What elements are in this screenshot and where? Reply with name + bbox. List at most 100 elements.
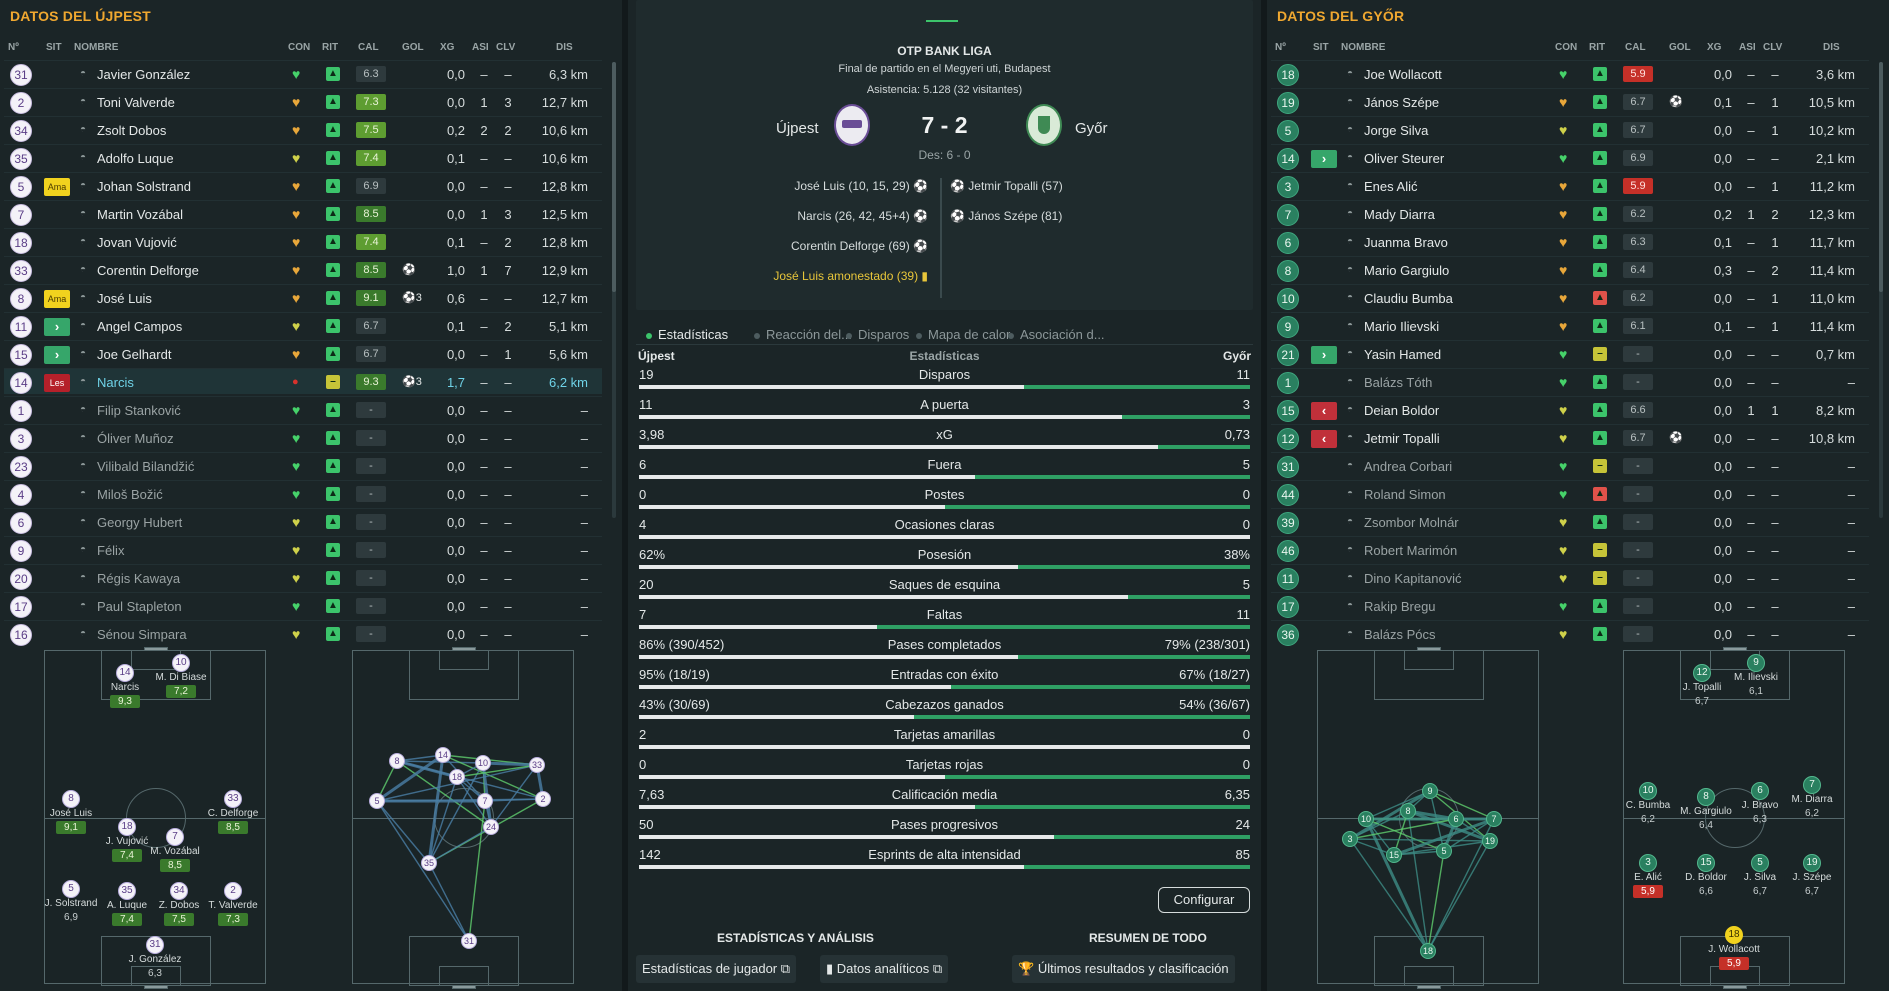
player-row[interactable]: 4 ◓ Miloš Božić ♥ ▲ -0,0– – – [4,480,602,506]
player-row[interactable]: 18 ◓ Jovan Vujović ♥ ▲ 7.4 0,1– 2 12,8 km [4,228,602,254]
player-name[interactable]: Jetmir Topalli [1364,431,1440,446]
column-header[interactable]: CAL [1625,42,1646,53]
formation-player-marker[interactable]: 15 [1697,854,1715,872]
player-row[interactable]: 31 ◓ Javier González ♥ ▲ 6.3 0,0– –6,3 km [4,60,602,86]
player-name[interactable]: Toni Valverde [97,95,175,110]
player-name[interactable]: Georgy Hubert [97,515,183,530]
player-row[interactable]: 31 ◓ Andrea Corbari ♥ – -0,0– – – [1271,452,1869,478]
player-row[interactable]: 15 ‹ ◓ Deian Boldor ♥ ▲ 6.6 0,0 1 1 8,2 km [1271,396,1869,422]
player-name[interactable]: Vilibald Bilandžić [97,459,195,474]
player-row[interactable]: 33 ◓ Corentin Delforge ♥ ▲ 8.5 ⚽ 1,0 1 7 12,9 km [4,256,602,282]
player-name[interactable]: José Luis [97,291,152,306]
formation-player-marker[interactable]: 5 [62,880,80,898]
results-button[interactable]: 🏆 Últimos resultados y clasificación [1012,955,1235,983]
player-row[interactable]: 36 ◓ Balázs Pócs ♥ ▲ -0,0– – – [1271,620,1869,646]
player-name[interactable]: Miloš Božić [97,487,163,502]
player-name[interactable]: Robert Marimón [1364,543,1458,558]
player-stats-button[interactable]: Estadísticas de jugador ⧉ [636,955,797,983]
formation-player-marker[interactable]: 8 [1697,788,1715,806]
player-name[interactable]: Angel Campos [97,319,183,334]
home-table-scrollbar[interactable] [612,62,616,518]
player-name[interactable]: Deian Boldor [1364,403,1440,418]
player-name[interactable]: Andrea Corbari [1364,459,1453,474]
column-header[interactable]: CON [288,42,311,53]
column-header[interactable]: DIS [1823,42,1840,53]
pass-node[interactable]: 24 [483,819,499,835]
away-team-name[interactable]: Győr [1075,120,1108,137]
player-row[interactable]: 2 ◓ Toni Valverde ♥ ▲ 7.3 0,0 1 3 12,7 km [4,88,602,114]
tab-3[interactable]: Disparos [846,327,909,342]
pass-node[interactable]: 10 [475,755,491,771]
player-name[interactable]: Filip Stanković [97,403,181,418]
player-row[interactable]: 1 ◓ Balázs Tóth ♥ ▲ -0,0– – – [1271,368,1869,394]
player-name[interactable]: Martin Vozábal [97,207,183,222]
column-header[interactable]: RIT [1589,42,1606,53]
player-row[interactable]: 19 ◓ János Szépe ♥ ▲ 6.7 ⚽ 0,1– 1 10,5 km [1271,88,1869,114]
formation-player-marker[interactable]: 5 [1751,854,1769,872]
column-header[interactable]: GOL [402,42,424,53]
formation-player-marker[interactable]: 7 [166,828,184,846]
player-row[interactable]: 1 ◓ Filip Stanković ♥ ▲ -0,0– – – [4,396,602,422]
player-name[interactable]: Rakip Bregu [1364,599,1436,614]
player-row[interactable]: 14 Les ◓ Narcis ● –9.3 ⚽3 1,7– –6,2 km [4,368,602,394]
player-row[interactable]: 44 ◓ Roland Simon ♥ ▲ -0,0– – – [1271,480,1869,506]
player-name[interactable]: Jorge Silva [1364,123,1429,138]
formation-player-marker[interactable]: 34 [170,882,188,900]
player-name[interactable]: Paul Stapleton [97,599,182,614]
player-name[interactable]: Adolfo Luque [97,151,174,166]
player-row[interactable]: 8 ◓ Mario Gargiulo ♥ ▲ 6.4 0,3– 2 11,4 km [1271,256,1869,282]
formation-player-marker[interactable]: 18 [1725,926,1743,944]
pass-node[interactable]: 3 [1342,831,1358,847]
tab-1[interactable]: Estadísticas [646,327,728,342]
player-row[interactable]: 6 ◓ Juanma Bravo ♥ ▲ 6.3 0,1– 1 11,7 km [1271,228,1869,254]
player-name[interactable]: Dino Kapitanović [1364,571,1462,586]
player-row[interactable]: 9 ◓ Félix ♥ ▲ -0,0– – – [4,536,602,562]
player-name[interactable]: Oliver Steurer [1364,151,1445,166]
player-row[interactable]: 46 ◓ Robert Marimón ♥ – -0,0– – – [1271,536,1869,562]
player-name[interactable]: Régis Kawaya [97,571,181,586]
formation-player-marker[interactable]: 7 [1803,776,1821,794]
player-name[interactable]: Félix [97,543,125,558]
pass-node[interactable]: 7 [477,793,493,809]
player-row[interactable]: 18 ◓ Joe Wollacott ♥ ▲ 5.9 0,0– –3,6 km [1271,60,1869,86]
player-name[interactable]: Joe Wollacott [1364,67,1442,82]
player-row[interactable]: 12 ‹ ◓ Jetmir Topalli ♥ ▲ 6.7 ⚽ 0,0– –10,8 km [1271,424,1869,450]
pass-node[interactable]: 18 [449,769,465,785]
player-row[interactable]: 21 › ◓ Yasin Hamed ♥ – -0,0– –0,7 km [1271,340,1869,366]
formation-player-marker[interactable]: 14 [116,664,134,682]
formation-player-marker[interactable]: 19 [1803,854,1821,872]
pass-node[interactable]: 31 [461,933,477,949]
tab-2[interactable]: Reacción del... [754,327,852,342]
player-row[interactable]: 3 ◓ Enes Alić ♥ ▲ 5.9 0,0– 1 11,2 km [1271,172,1869,198]
column-header[interactable]: CON [1555,42,1578,53]
analytics-button[interactable]: ▮ Datos analíticos ⧉ [820,955,949,983]
pass-node[interactable]: 19 [1482,833,1498,849]
column-header[interactable]: DIS [556,42,573,53]
tab-4[interactable]: Mapa de calor [916,327,1010,342]
pass-node[interactable]: 8 [1400,803,1416,819]
player-row[interactable]: 14 › ◓ Oliver Steurer ♥ ▲ 6.9 0,0– –2,1 km [1271,144,1869,170]
column-header[interactable]: SIT [46,42,62,53]
player-name[interactable]: Yasin Hamed [1364,347,1442,362]
formation-player-marker[interactable]: 10 [172,654,190,672]
formation-player-marker[interactable]: 31 [146,936,164,954]
player-name[interactable]: Óliver Muñoz [97,431,174,446]
player-row[interactable]: 6 ◓ Georgy Hubert ♥ ▲ -0,0– – – [4,508,602,534]
player-name[interactable]: Juanma Bravo [1364,235,1448,250]
player-row[interactable]: 5 ◓ Jorge Silva ♥ ▲ 6.7 0,0– 1 10,2 km [1271,116,1869,142]
pass-node[interactable]: 5 [369,793,385,809]
column-header[interactable]: NOMBRE [74,42,119,53]
player-row[interactable]: 11 ◓ Dino Kapitanović ♥ – -0,0– – – [1271,564,1869,590]
tab-5[interactable]: Asociación d... [1008,327,1105,342]
player-row[interactable]: 34 ◓ Zsolt Dobos ♥ ▲ 7.5 0,2 2 2 10,6 km [4,116,602,142]
column-header[interactable]: GOL [1669,42,1691,53]
column-header[interactable]: XG [1707,42,1722,53]
column-header[interactable]: CAL [358,42,379,53]
player-row[interactable]: 8 Ama ◓ José Luis ♥ ▲ 9.1 ⚽3 0,6– –12,7 km [4,284,602,310]
player-name[interactable]: Claudiu Bumba [1364,291,1453,306]
home-crest-icon[interactable] [834,104,870,146]
player-row[interactable]: 35 ◓ Adolfo Luque ♥ ▲ 7.4 0,1– –10,6 km [4,144,602,170]
player-name[interactable]: Balázs Tóth [1364,375,1433,390]
column-header[interactable]: NOMBRE [1341,42,1386,53]
player-name[interactable]: Mady Diarra [1364,207,1435,222]
